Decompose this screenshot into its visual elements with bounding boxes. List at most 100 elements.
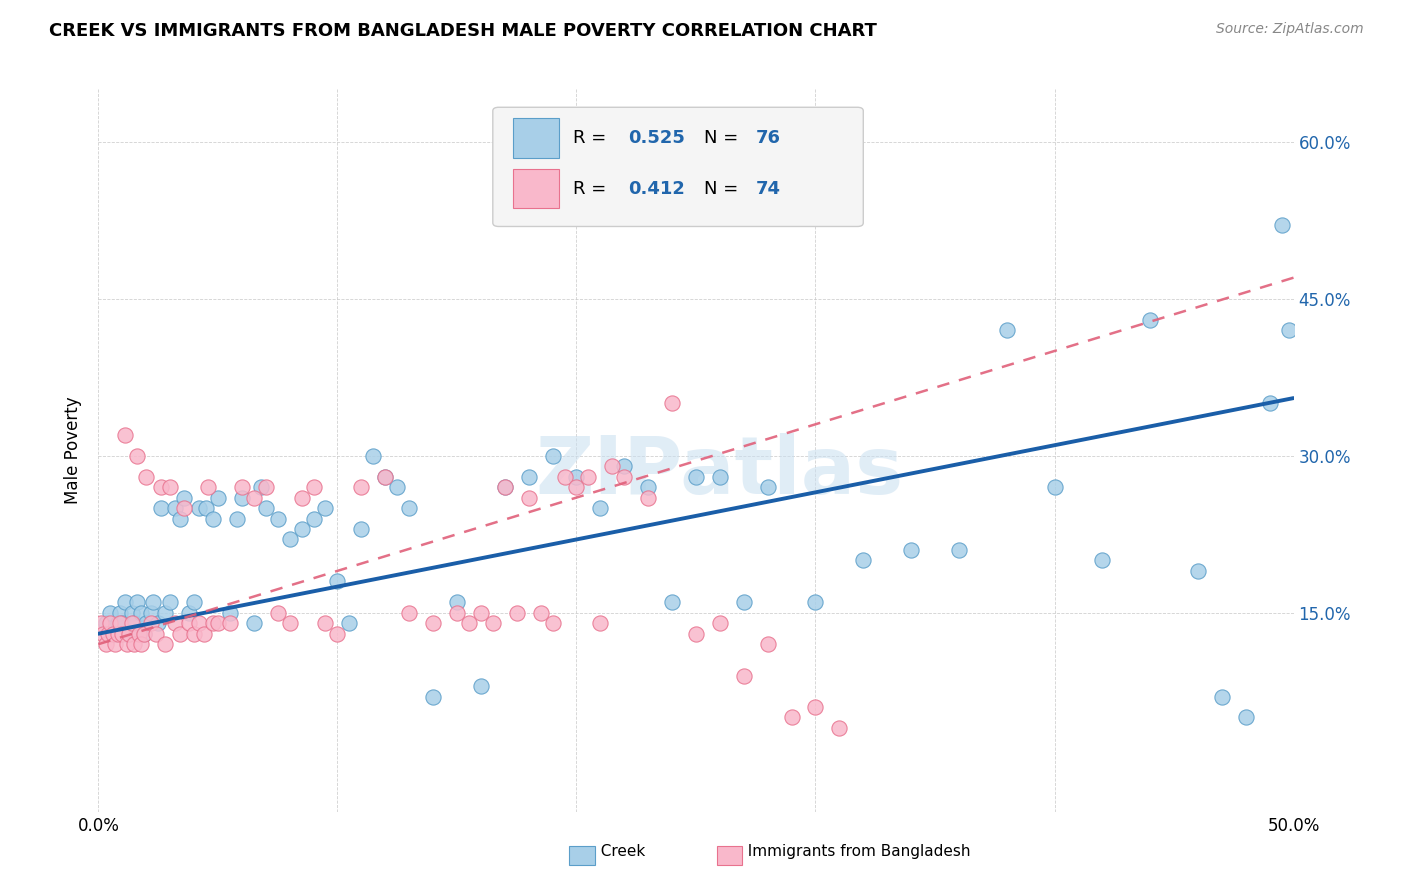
Text: R =: R = — [572, 128, 612, 146]
Point — [90, 616, 112, 631]
Point — [374, 469, 396, 483]
Point — [115, 626, 138, 640]
Point — [422, 616, 444, 631]
Point — [302, 480, 325, 494]
Point — [132, 626, 155, 640]
Point — [101, 626, 124, 640]
Point — [132, 626, 155, 640]
Point — [517, 469, 540, 483]
Point — [219, 606, 242, 620]
Point — [709, 616, 731, 631]
Point — [1043, 480, 1066, 494]
Point — [565, 480, 588, 494]
Point — [326, 574, 349, 589]
Point — [111, 626, 134, 640]
Point — [139, 606, 162, 620]
Point — [1258, 396, 1281, 410]
Point — [187, 616, 209, 631]
Point — [350, 480, 373, 494]
Text: Creek: Creek — [591, 845, 645, 859]
Point — [661, 396, 683, 410]
Point — [291, 491, 314, 505]
Point — [173, 491, 195, 505]
Point — [135, 469, 157, 483]
Point — [804, 595, 827, 609]
Point — [108, 616, 131, 631]
Point — [135, 616, 157, 631]
Point — [104, 637, 127, 651]
Point — [131, 606, 153, 620]
Text: 74: 74 — [756, 180, 780, 198]
Point — [267, 606, 290, 620]
Point — [108, 606, 131, 620]
Point — [589, 616, 612, 631]
Point — [195, 501, 218, 516]
Point — [385, 480, 409, 494]
Point — [637, 491, 659, 505]
Point — [1139, 312, 1161, 326]
Point — [398, 606, 420, 620]
Point — [470, 679, 492, 693]
Point — [446, 595, 468, 609]
Point — [852, 553, 875, 567]
Point — [187, 501, 209, 516]
Point — [326, 626, 349, 640]
Point — [804, 700, 827, 714]
Point — [179, 606, 201, 620]
Point — [121, 606, 143, 620]
Point — [118, 626, 141, 640]
Text: Source: ZipAtlas.com: Source: ZipAtlas.com — [1216, 22, 1364, 37]
Point — [124, 616, 146, 631]
Point — [995, 323, 1018, 337]
Point — [578, 469, 600, 483]
FancyBboxPatch shape — [513, 169, 558, 209]
Point — [613, 469, 636, 483]
Point — [398, 501, 420, 516]
Point — [613, 459, 636, 474]
Text: N =: N = — [704, 128, 744, 146]
Text: CREEK VS IMMIGRANTS FROM BANGLADESH MALE POVERTY CORRELATION CHART: CREEK VS IMMIGRANTS FROM BANGLADESH MALE… — [49, 22, 877, 40]
Point — [685, 626, 707, 640]
Point — [733, 668, 755, 682]
Point — [422, 690, 444, 704]
Point — [183, 595, 205, 609]
Point — [554, 469, 576, 483]
Point — [470, 606, 492, 620]
Point — [780, 710, 803, 724]
Point — [115, 637, 138, 651]
Point — [231, 480, 253, 494]
Point — [111, 616, 134, 631]
Text: R =: R = — [572, 180, 612, 198]
Point — [197, 480, 219, 494]
Point — [1278, 323, 1301, 337]
FancyBboxPatch shape — [494, 107, 863, 227]
Point — [94, 637, 117, 651]
Point — [169, 626, 191, 640]
Point — [98, 616, 122, 631]
Point — [828, 721, 851, 735]
Point — [202, 511, 225, 525]
Text: ZIPatlas: ZIPatlas — [536, 434, 904, 511]
Y-axis label: Male Poverty: Male Poverty — [65, 397, 83, 504]
Point — [494, 480, 516, 494]
Point — [169, 511, 191, 525]
Point — [374, 469, 396, 483]
Point — [1211, 690, 1233, 704]
Point — [756, 637, 779, 651]
Point — [97, 626, 120, 640]
Point — [202, 616, 225, 631]
Point — [948, 543, 970, 558]
Point — [250, 480, 273, 494]
Point — [1234, 710, 1257, 724]
Point — [226, 511, 249, 525]
Point — [219, 616, 242, 631]
FancyBboxPatch shape — [513, 118, 558, 158]
Point — [139, 616, 162, 631]
Point — [121, 616, 143, 631]
Point — [145, 626, 167, 640]
Point — [541, 616, 564, 631]
Point — [243, 616, 266, 631]
Point — [254, 501, 277, 516]
Point — [125, 449, 148, 463]
Point — [1187, 564, 1209, 578]
